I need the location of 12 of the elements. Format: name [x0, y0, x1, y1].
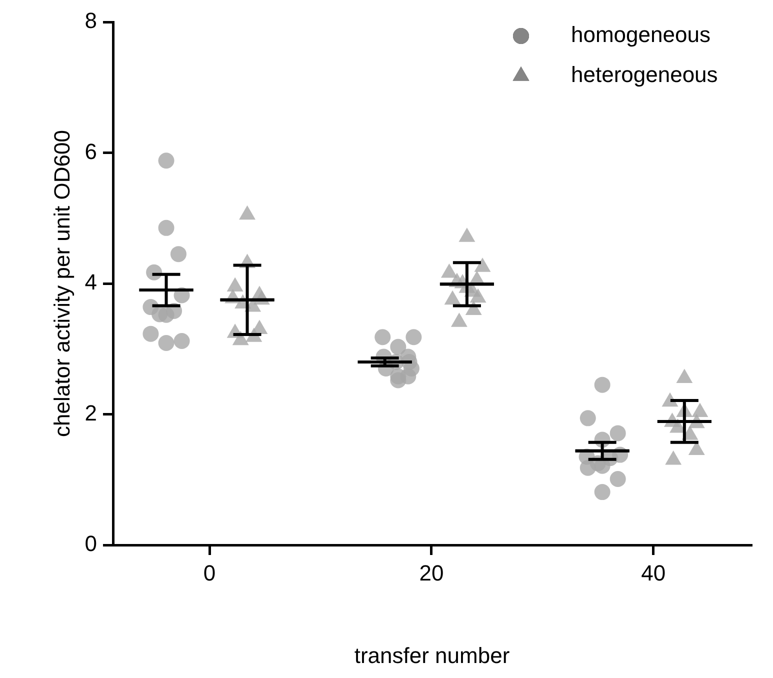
legend-label: homogeneous [571, 22, 710, 48]
x-tick-label: 0 [203, 560, 216, 586]
y-tick-label: 0 [84, 531, 97, 556]
x-tick-label: 20 [419, 560, 444, 586]
y-tick-label: 2 [84, 400, 97, 426]
x-tick-label: 40 [641, 560, 666, 586]
y-tick-label: 6 [84, 138, 97, 164]
y-axis-title: chelator activity per unit OD600 [49, 130, 74, 437]
x-axis-title: transfer number [354, 642, 510, 668]
y-tick-label: 4 [84, 270, 97, 295]
y-tick-label: 8 [84, 8, 97, 34]
legend-label: heterogeneous [571, 62, 718, 88]
